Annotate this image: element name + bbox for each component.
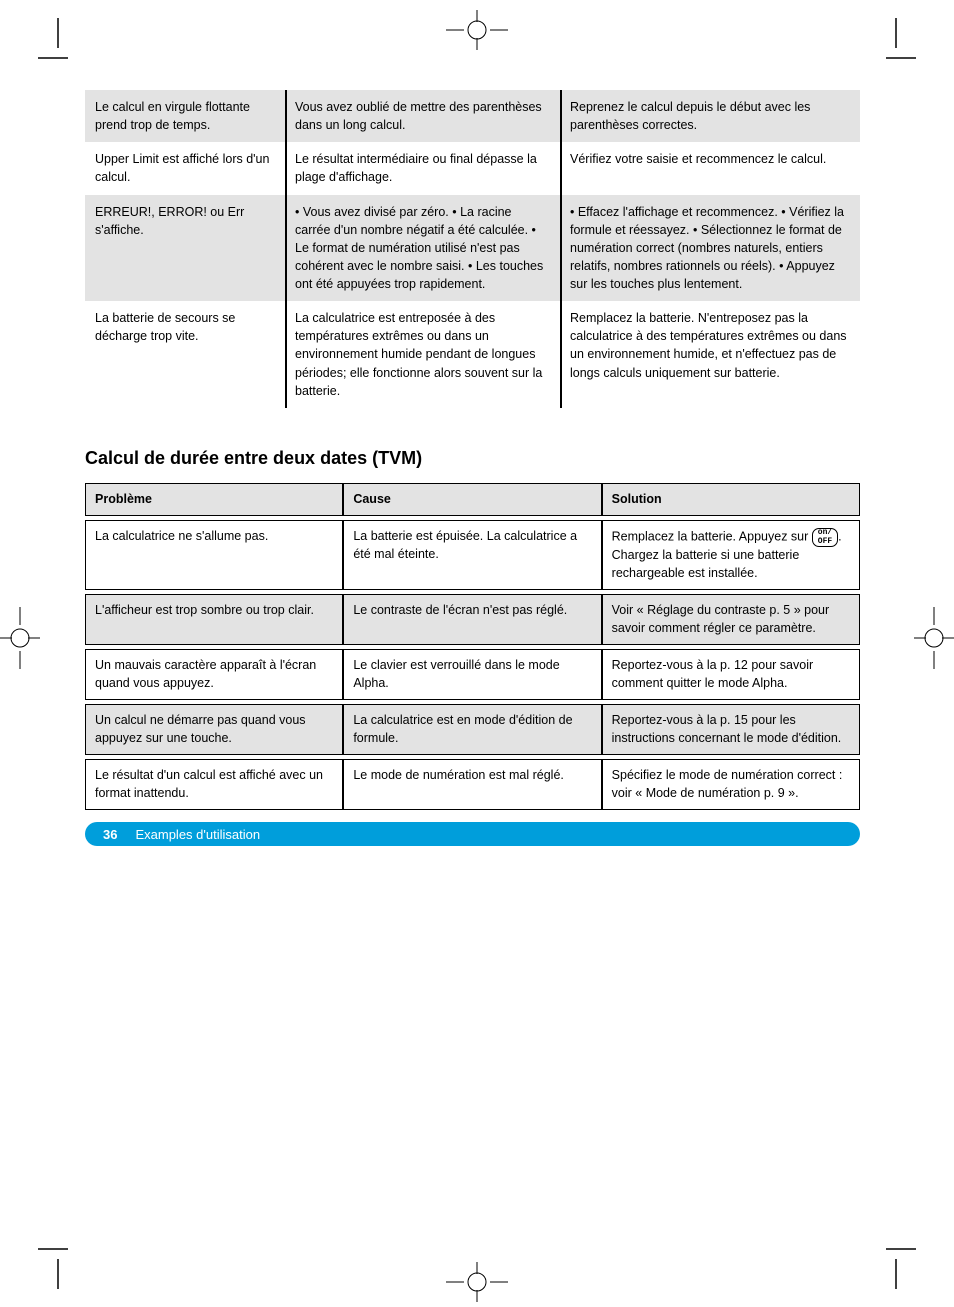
page-number: 36: [103, 827, 117, 842]
bottom-cell: Le résultat d'un calcul est affiché avec…: [85, 759, 343, 810]
bottom-cell: Le contraste de l'écran n'est pas réglé.: [343, 594, 601, 645]
bottom-cell: La calculatrice est en mode d'édition de…: [343, 704, 601, 755]
top-cell: Le résultat intermédiaire ou final dépas…: [285, 142, 560, 194]
bottom-cell: Spécifiez le mode de numération correct …: [602, 759, 860, 810]
bottom-table-row: L'afficheur est trop sombre ou trop clai…: [85, 594, 860, 645]
bottom-cell: La batterie est épuisée. La calculatrice…: [343, 520, 601, 590]
bottom-table-header-row: Problème Cause Solution: [85, 483, 860, 517]
top-table: Le calcul en virgule flottante prend tro…: [85, 90, 860, 408]
top-table-divider-2: [560, 90, 562, 408]
bottom-table-row: Un calcul ne démarre pas quand vous appu…: [85, 704, 860, 755]
top-table-row: Le calcul en virgule flottante prend tro…: [85, 90, 860, 142]
bottom-cell: Un mauvais caractère apparaît à l'écran …: [85, 649, 343, 700]
top-cell: La batterie de secours se décharge trop …: [85, 301, 285, 408]
bottom-cell: Reportez-vous à la p. 12 pour savoir com…: [602, 649, 860, 700]
bottom-cell: Le mode de numération est mal réglé.: [343, 759, 601, 810]
bottom-table-row: La calculatrice ne s'allume pas.La batte…: [85, 520, 860, 590]
on-off-key-icon: on/OFF: [812, 528, 838, 547]
top-cell: Upper Limit est affiché lors d'un calcul…: [85, 142, 285, 194]
top-cell: Vous avez oublié de mettre des parenthès…: [285, 90, 560, 142]
bottom-th-solution: Solution: [602, 483, 860, 517]
bottom-table: Problème Cause Solution La calculatrice …: [85, 479, 860, 814]
bottom-cell: La calculatrice ne s'allume pas.: [85, 520, 343, 590]
bottom-cell: Un calcul ne démarre pas quand vous appu…: [85, 704, 343, 755]
section-heading: Calcul de durée entre deux dates (TVM): [85, 448, 860, 469]
page-footer-title: Examples d'utilisation: [135, 827, 260, 842]
top-table-row: Upper Limit est affiché lors d'un calcul…: [85, 142, 860, 194]
bottom-table-row: Le résultat d'un calcul est affiché avec…: [85, 759, 860, 810]
bottom-th-cause: Cause: [343, 483, 601, 517]
top-cell: • Vous avez divisé par zéro. • La racine…: [285, 195, 560, 302]
bottom-cell: Voir « Réglage du contraste p. 5 » pour …: [602, 594, 860, 645]
top-cell: Le calcul en virgule flottante prend tro…: [85, 90, 285, 142]
bottom-cell: Reportez-vous à la p. 15 pour les instru…: [602, 704, 860, 755]
top-cell: Vérifiez votre saisie et recommencez le …: [560, 142, 860, 194]
bottom-cell: Remplacez la batterie. Appuyez sur on/OF…: [602, 520, 860, 590]
bottom-cell: L'afficheur est trop sombre ou trop clai…: [85, 594, 343, 645]
bottom-table-row: Un mauvais caractère apparaît à l'écran …: [85, 649, 860, 700]
top-cell: La calculatrice est entreposée à des tem…: [285, 301, 560, 408]
top-cell: ERREUR!, ERROR! ou Err s'affiche.: [85, 195, 285, 302]
top-table-row: ERREUR!, ERROR! ou Err s'affiche.• Vous …: [85, 195, 860, 302]
top-cell: • Effacez l'affichage et recommencez. • …: [560, 195, 860, 302]
top-table-divider-1: [285, 90, 287, 408]
top-cell: Remplacez la batterie. N'entreposez pas …: [560, 301, 860, 408]
bottom-cell: Le clavier est verrouillé dans le mode A…: [343, 649, 601, 700]
top-table-wrap: Le calcul en virgule flottante prend tro…: [85, 90, 860, 408]
top-cell: Reprenez le calcul depuis le début avec …: [560, 90, 860, 142]
page-footer-bar: 36 Examples d'utilisation: [85, 822, 860, 846]
top-table-row: La batterie de secours se décharge trop …: [85, 301, 860, 408]
bottom-th-problem: Problème: [85, 483, 343, 517]
